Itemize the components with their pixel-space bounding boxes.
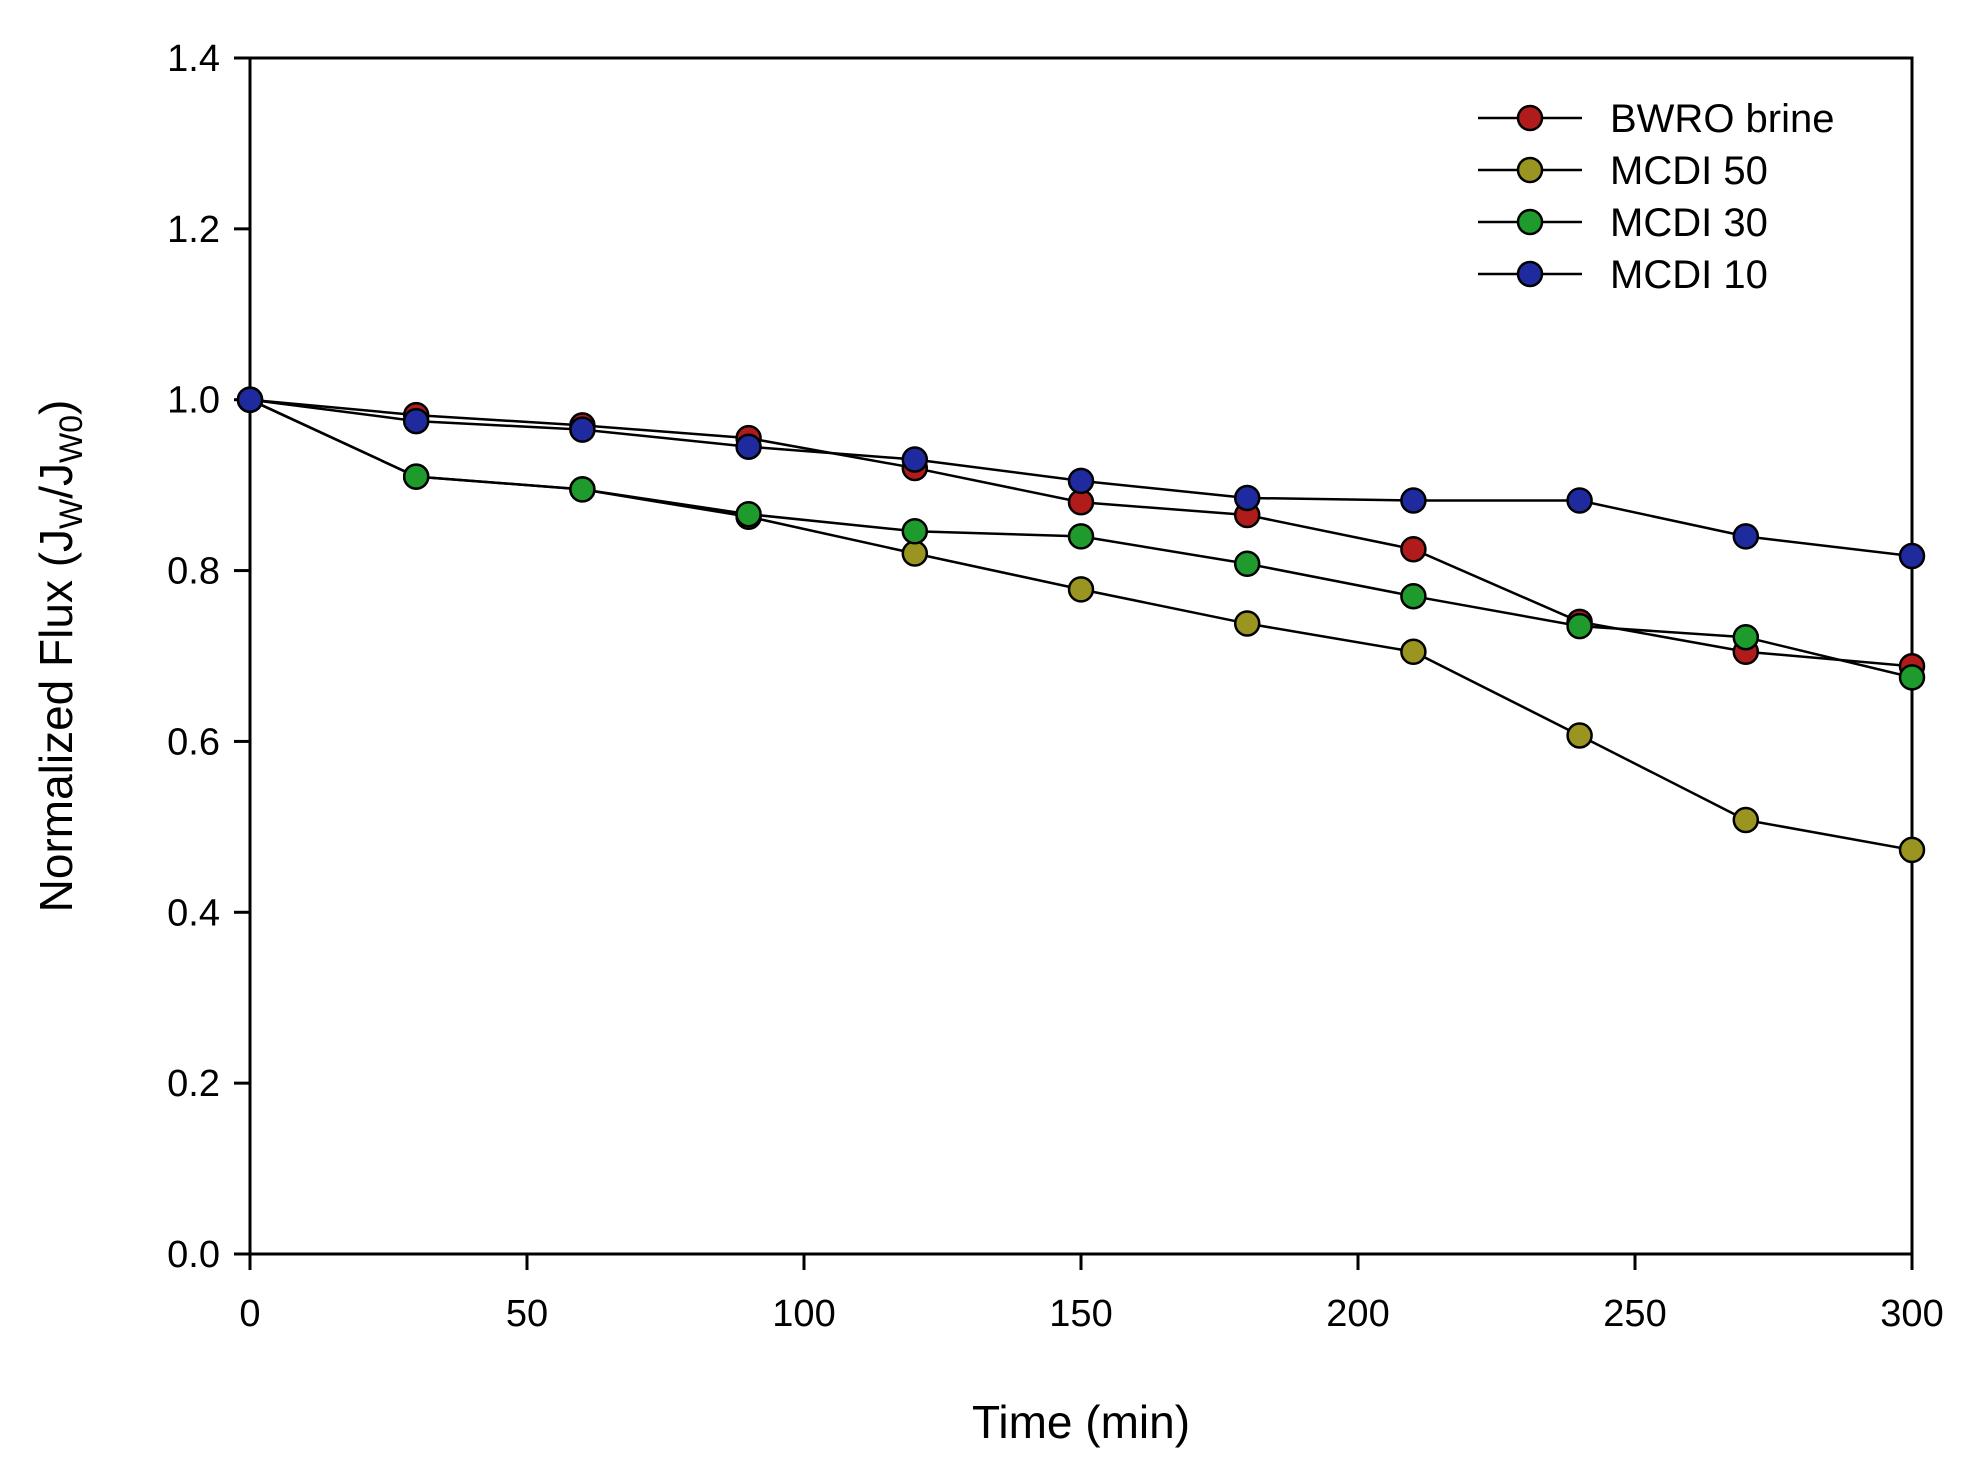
data-point-mcdi-10 — [901, 446, 929, 473]
legend-label-bwro-brine: BWRO brine — [1610, 97, 1835, 141]
data-point-mcdi-50 — [1898, 836, 1926, 864]
data-point-mcdi-10 — [1732, 523, 1760, 550]
y-tick-label: 0.2 — [167, 1063, 220, 1105]
x-tick-label: 50 — [506, 1293, 548, 1335]
data-point-mcdi-50 — [1067, 576, 1095, 603]
data-point-mcdi-30 — [569, 476, 596, 503]
y-tick-label: 0.6 — [167, 721, 220, 763]
data-point-mcdi-50 — [1233, 610, 1261, 637]
legend-marker-mcdi-30 — [1516, 208, 1544, 236]
y-tick-label: 0.8 — [167, 551, 220, 593]
series-line-mcdi-50 — [249, 398, 1913, 852]
data-point-mcdi-10 — [1067, 467, 1095, 495]
x-tick-label: 150 — [1049, 1293, 1112, 1335]
x-tick-label: 200 — [1326, 1293, 1389, 1335]
y-axis: 0.0 0.2 0.4 0.6 0.8 1.0 1.2 1.4 — [167, 38, 250, 1276]
data-point-mcdi-10 — [1898, 542, 1926, 570]
legend-marker-mcdi-50 — [1516, 156, 1544, 184]
y-axis-title-sub1: W — [53, 498, 89, 529]
x-tick-label: 250 — [1603, 1293, 1666, 1335]
data-point-mcdi-30 — [402, 463, 430, 490]
data-point-mcdi-10 — [1566, 487, 1593, 514]
data-point-mcdi-50 — [1732, 806, 1760, 834]
y-tick-label: 1.4 — [167, 38, 220, 80]
series-layer — [236, 386, 1926, 864]
legend-marker-bwro-brine — [1516, 104, 1544, 132]
data-point-mcdi-50 — [1400, 638, 1427, 665]
data-point-mcdi-30 — [1732, 623, 1760, 651]
legend: BWRO brine MCDI 50 MCDI 30 MCDI 10 — [1478, 97, 1835, 297]
legend-label-mcdi-50: MCDI 50 — [1610, 149, 1768, 193]
x-tick-label: 300 — [1880, 1293, 1943, 1335]
x-tick-label: 0 — [239, 1293, 260, 1335]
data-point-bwro-brine — [1400, 535, 1427, 563]
data-point-mcdi-30 — [901, 518, 929, 545]
y-axis-title-middle: /J — [30, 463, 82, 499]
data-point-mcdi-10 — [1233, 484, 1261, 512]
y-axis-title-prefix: Normalized Flux (J — [30, 529, 82, 912]
data-point-mcdi-10 — [1400, 487, 1427, 514]
y-axis-title-suffix: ) — [30, 400, 82, 415]
legend-label-mcdi-30: MCDI 30 — [1610, 201, 1768, 245]
data-point-mcdi-10 — [236, 386, 264, 413]
data-point-mcdi-30 — [1898, 664, 1926, 691]
y-tick-label: 0.0 — [167, 1234, 220, 1276]
data-point-mcdi-30 — [1233, 550, 1261, 577]
data-point-mcdi-30 — [1566, 612, 1593, 640]
x-tick-label: 100 — [772, 1293, 835, 1335]
data-point-mcdi-10 — [735, 433, 762, 460]
y-axis-title-sub2: W0 — [53, 415, 89, 463]
data-point-mcdi-50 — [901, 540, 929, 567]
data-point-mcdi-30 — [1400, 582, 1427, 610]
x-axis: 0 50 100 150 200 250 300 — [239, 1254, 1944, 1335]
y-tick-label: 1.0 — [167, 380, 220, 422]
legend-marker-mcdi-10 — [1516, 260, 1544, 288]
legend-label-mcdi-10: MCDI 10 — [1610, 253, 1768, 297]
data-point-mcdi-50 — [1566, 722, 1593, 749]
data-point-mcdi-30 — [1067, 523, 1095, 550]
y-tick-label: 1.2 — [167, 209, 220, 251]
y-tick-label: 0.4 — [167, 892, 220, 934]
data-point-mcdi-10 — [402, 407, 430, 435]
x-axis-title: Time (min) — [972, 1396, 1190, 1448]
data-point-mcdi-10 — [569, 416, 596, 443]
data-point-mcdi-30 — [735, 500, 762, 528]
y-axis-title: Normalized Flux (JW/JW0) — [30, 400, 89, 913]
